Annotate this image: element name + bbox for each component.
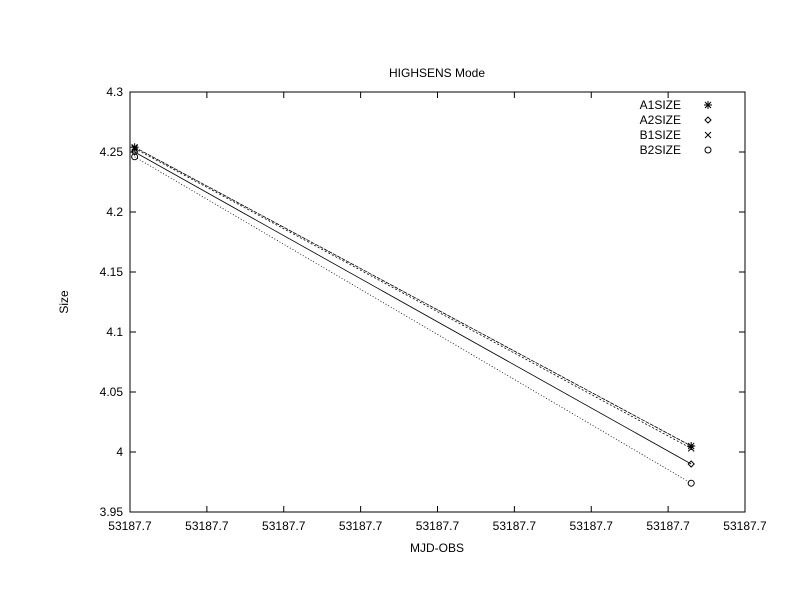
y-tick-label: 4.25 [100, 145, 124, 159]
data-point [130, 143, 139, 152]
x-tick-label: 53187.7 [493, 519, 537, 533]
x-tick-label: 53187.7 [185, 519, 229, 533]
data-point [131, 153, 139, 161]
series-line-b1size [134, 148, 692, 449]
data-point [687, 445, 695, 452]
y-tick-label: 4.1 [106, 325, 123, 339]
series-lines [134, 146, 692, 484]
legend-label: A2SIZE [640, 113, 681, 127]
y-tick-label: 3.95 [100, 505, 124, 519]
data-point [131, 145, 138, 152]
x-axis-label: MJD-OBS [410, 541, 464, 555]
series-line-a1size [134, 146, 692, 447]
series-markers [130, 143, 696, 487]
chart-title: HIGHSENS Mode [389, 66, 485, 80]
y-axis-label: Size [57, 290, 71, 314]
data-point [704, 101, 712, 109]
legend-label: A1SIZE [640, 98, 681, 112]
data-point [687, 442, 696, 450]
x-tick-label: 53187.7 [570, 519, 614, 533]
data-point [704, 146, 712, 154]
x-tick-label: 53187.7 [646, 519, 690, 533]
series-line-b2size [134, 156, 692, 484]
data-point [704, 116, 712, 124]
y-tick-label: 4 [116, 445, 123, 459]
y-tick-label: 4.3 [106, 85, 123, 99]
x-tick-label: 53187.7 [339, 519, 383, 533]
y-tick-label: 4.05 [100, 385, 124, 399]
x-tick-label: 53187.7 [416, 519, 460, 533]
y-tick-label: 4.15 [100, 265, 124, 279]
y-tick-label: 4.2 [106, 205, 123, 219]
legend-label: B1SIZE [640, 128, 681, 142]
x-tick-label: 53187.7 [262, 519, 306, 533]
data-point [687, 460, 695, 468]
x-tick-label: 53187.7 [108, 519, 152, 533]
x-tick-label: 53187.7 [723, 519, 767, 533]
data-point [687, 479, 695, 487]
data-point [704, 131, 712, 139]
legend-label: B2SIZE [640, 143, 681, 157]
series-line-a2size [134, 151, 692, 465]
